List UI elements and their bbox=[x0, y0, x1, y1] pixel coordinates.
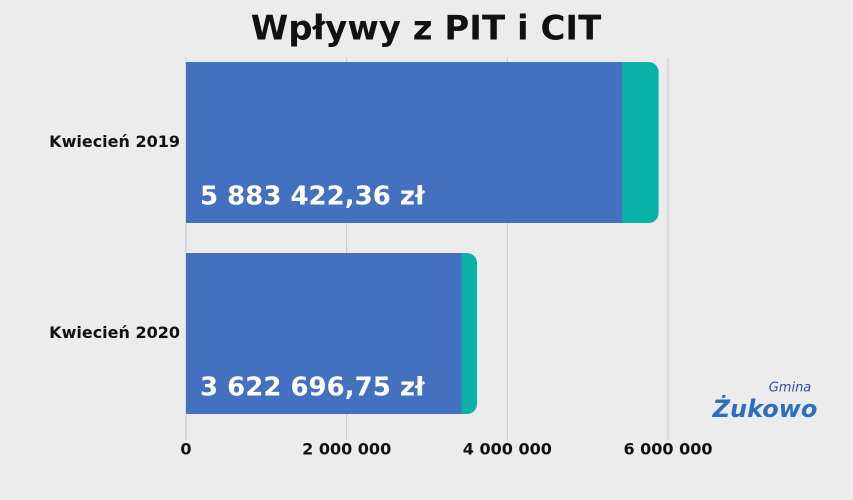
x-tick-label: 4 000 000 bbox=[463, 440, 552, 459]
x-tick-label: 0 bbox=[180, 440, 191, 459]
y-tick-label: Kwiecień 2019 bbox=[49, 132, 180, 151]
y-tick-label: Kwiecień 2020 bbox=[49, 323, 180, 342]
bar-segment bbox=[186, 253, 462, 414]
bar-segment bbox=[610, 62, 659, 223]
logo-top: Gmina bbox=[769, 381, 812, 396]
bar-segment bbox=[186, 62, 623, 223]
data-label: 3 622 696,75 zł bbox=[200, 373, 426, 403]
chart-title: Wpływy z PIT i CIT bbox=[251, 9, 602, 49]
logo-bottom: Żukowo bbox=[712, 394, 818, 423]
data-label: 5 883 422,36 zł bbox=[200, 182, 426, 212]
x-tick-label: 6 000 000 bbox=[623, 440, 712, 459]
x-tick-label: 2 000 000 bbox=[302, 440, 391, 459]
